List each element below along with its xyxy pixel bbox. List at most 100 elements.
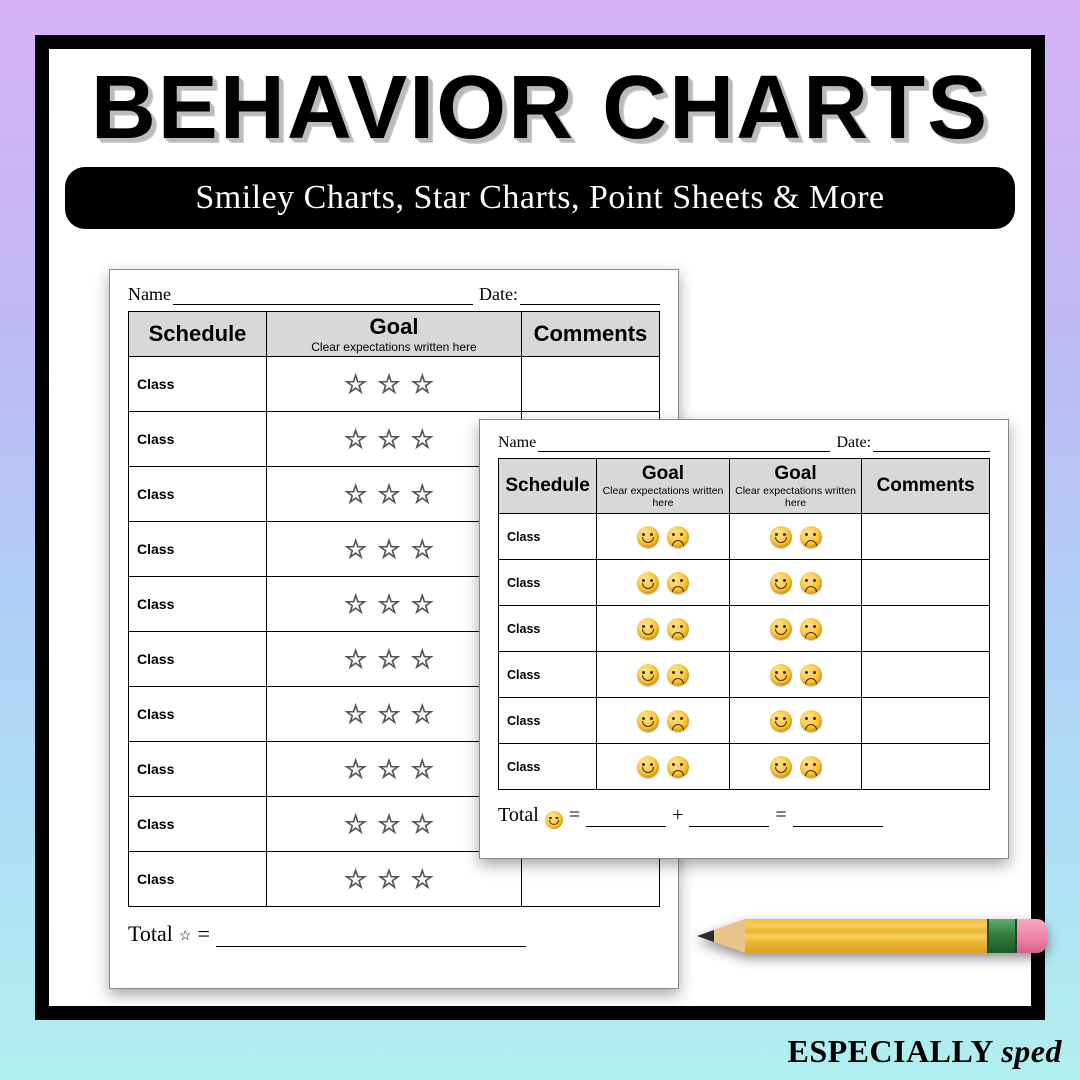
schedule-cell: Class	[129, 797, 267, 852]
subtitle-bar: Smiley Charts, Star Charts, Point Sheets…	[65, 167, 1015, 229]
date-blank	[873, 438, 990, 452]
pencil-lead	[697, 930, 714, 942]
happy-face-icon	[770, 572, 792, 594]
happy-face-icon	[637, 664, 659, 686]
happy-face-icon	[770, 526, 792, 548]
column-header: Comments	[521, 312, 659, 357]
total-label: Total	[128, 921, 173, 947]
sad-face-icon	[800, 664, 822, 686]
goal-cell	[729, 514, 862, 560]
happy-face-icon	[770, 664, 792, 686]
schedule-cell: Class	[129, 687, 267, 742]
table-row: Class	[499, 606, 990, 652]
star-total-row: Total ☆ =	[128, 921, 660, 947]
schedule-cell: Class	[129, 632, 267, 687]
happy-face-icon	[770, 618, 792, 640]
schedule-cell: Class	[499, 652, 597, 698]
sad-face-icon	[667, 526, 689, 548]
star-icon: ☆	[179, 928, 192, 945]
table-row: Class	[499, 652, 990, 698]
column-header: GoalClear expectations written here	[267, 312, 522, 357]
comments-cell	[521, 357, 659, 412]
name-blank	[173, 291, 473, 305]
column-header: Schedule	[499, 459, 597, 514]
smiley-name-date-row: Name Date:	[498, 434, 990, 452]
date-blank	[520, 291, 660, 305]
comments-cell	[862, 514, 990, 560]
sad-face-icon	[800, 710, 822, 732]
schedule-cell: Class	[129, 412, 267, 467]
smiley-total-row: Total = + =	[498, 804, 990, 827]
pencil-ferrule	[987, 919, 1017, 953]
total-blank-1	[586, 813, 666, 827]
schedule-cell: Class	[129, 467, 267, 522]
sad-face-icon	[800, 756, 822, 778]
brand-a: ESPECIALLY	[787, 1033, 1001, 1069]
main-frame: BEHAVIOR CHARTS Smiley Charts, Star Char…	[35, 35, 1045, 1020]
happy-face-icon	[637, 526, 659, 548]
happy-face-icon	[770, 756, 792, 778]
smiley-chart-table: ScheduleGoalClear expectations written h…	[498, 458, 990, 790]
smiley-icon	[545, 811, 563, 829]
schedule-cell: Class	[499, 698, 597, 744]
schedule-cell: Class	[129, 577, 267, 632]
table-row: Class☆☆☆	[129, 357, 660, 412]
schedule-cell: Class	[499, 744, 597, 790]
comments-cell	[862, 560, 990, 606]
star-name-date-row: Name Date:	[128, 284, 660, 305]
goal-cell: ☆☆☆	[267, 852, 522, 907]
table-row: Class	[499, 744, 990, 790]
goal-cell	[729, 652, 862, 698]
table-row: Class	[499, 698, 990, 744]
name-blank	[538, 438, 830, 452]
comments-cell	[862, 698, 990, 744]
equals-sign: =	[569, 804, 580, 827]
equals-sign-2: =	[775, 804, 786, 827]
table-row: Class☆☆☆	[129, 852, 660, 907]
comments-cell	[862, 652, 990, 698]
goal-cell: ☆☆☆	[267, 357, 522, 412]
column-header: Schedule	[129, 312, 267, 357]
sad-face-icon	[667, 618, 689, 640]
goal-cell	[597, 652, 730, 698]
page-title: BEHAVIOR CHARTS	[49, 57, 1031, 160]
goal-cell	[729, 698, 862, 744]
column-header: GoalClear expectations written here	[597, 459, 730, 514]
total-blank-3	[793, 813, 883, 827]
column-header: GoalClear expectations written here	[729, 459, 862, 514]
schedule-cell: Class	[129, 522, 267, 577]
sad-face-icon	[800, 526, 822, 548]
sad-face-icon	[667, 572, 689, 594]
happy-face-icon	[770, 710, 792, 732]
goal-cell	[729, 744, 862, 790]
pencil-body	[745, 919, 987, 953]
total-blank-2	[689, 813, 769, 827]
schedule-cell: Class	[129, 357, 267, 412]
total-label: Total	[498, 804, 539, 827]
table-row: Class	[499, 514, 990, 560]
happy-face-icon	[637, 618, 659, 640]
name-label: Name	[128, 284, 173, 305]
table-row: Class	[499, 560, 990, 606]
sad-face-icon	[800, 618, 822, 640]
pencil-graphic	[697, 919, 1047, 953]
date-label: Date:	[473, 284, 520, 305]
brand-b: sped	[1001, 1033, 1062, 1069]
goal-cell	[729, 606, 862, 652]
total-blank	[216, 933, 526, 947]
goal-cell	[597, 698, 730, 744]
plus-sign: +	[672, 804, 683, 827]
sad-face-icon	[667, 756, 689, 778]
equals-sign: =	[197, 921, 209, 947]
goal-cell	[597, 744, 730, 790]
goal-cell	[597, 514, 730, 560]
sad-face-icon	[667, 710, 689, 732]
date-label: Date:	[830, 434, 873, 452]
happy-face-icon	[637, 710, 659, 732]
schedule-cell: Class	[129, 742, 267, 797]
happy-face-icon	[637, 756, 659, 778]
schedule-cell: Class	[499, 606, 597, 652]
pencil-eraser	[1017, 919, 1047, 953]
subtitle-text: Smiley Charts, Star Charts, Point Sheets…	[195, 179, 884, 217]
goal-cell	[597, 606, 730, 652]
